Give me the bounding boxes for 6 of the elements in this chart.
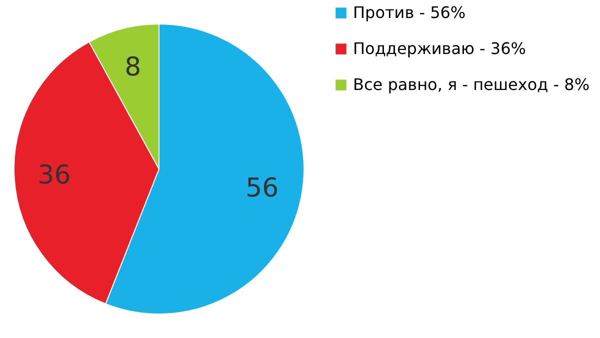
data-label: 36: [38, 160, 71, 191]
legend-label: Поддерживаю - 36%: [353, 39, 526, 58]
legend-label: Все равно, я - пешеход - 8%: [353, 75, 590, 94]
data-label: 56: [246, 174, 279, 204]
legend-label: Против - 56%: [353, 3, 466, 22]
data-label: 8: [124, 52, 142, 82]
